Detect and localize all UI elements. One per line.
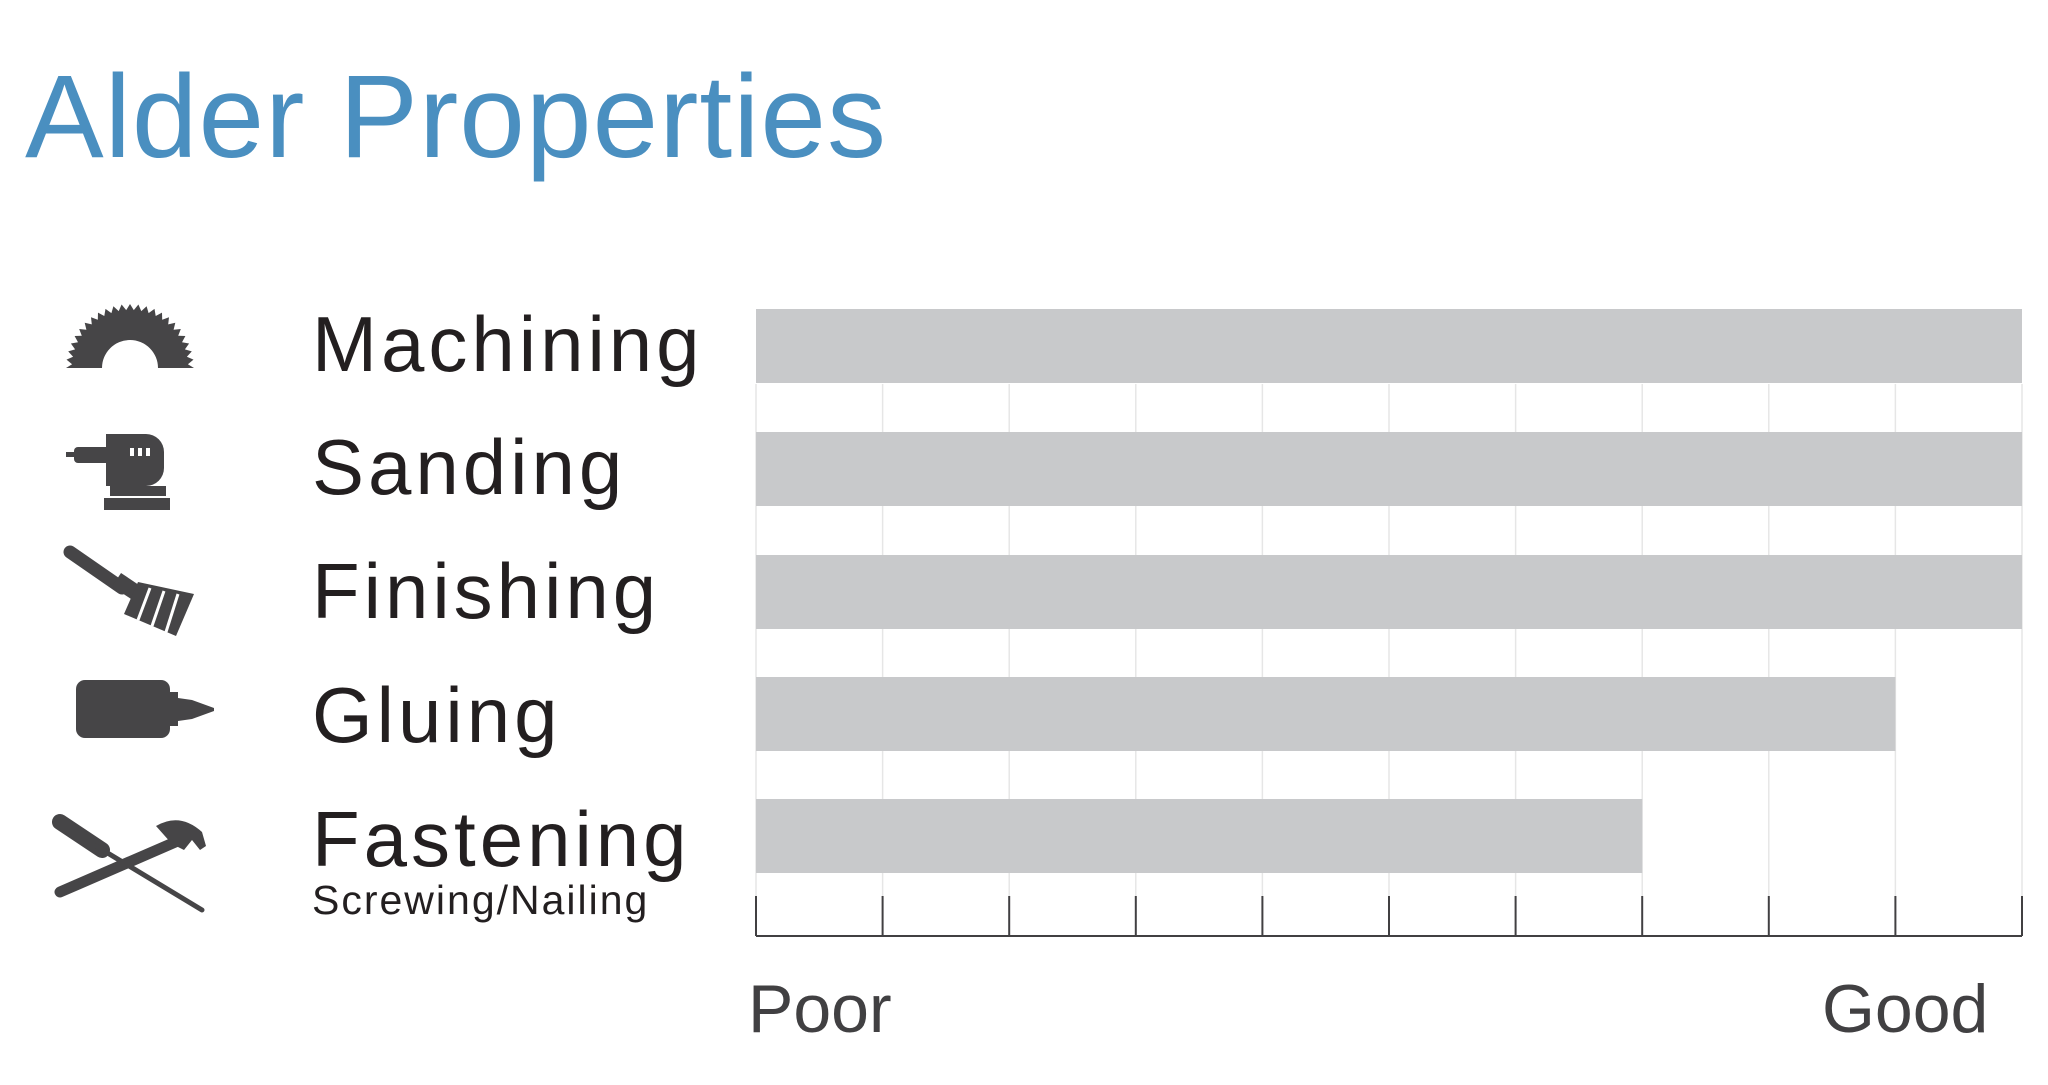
glue-bottle-icon	[76, 680, 214, 738]
saw-blade-icon	[66, 304, 194, 368]
category-label-machining: Machining	[312, 300, 704, 388]
x-scale-label-good: Good	[1822, 971, 1989, 1047]
page-title: Alder Properties	[25, 51, 888, 183]
category-label-gluing: Gluing	[312, 671, 562, 759]
category-sublabel-fastening: Screwing/Nailing	[312, 877, 650, 923]
screwdriver-hammer-icon	[52, 814, 206, 913]
bar-fastening	[756, 799, 1643, 873]
bar-machining	[756, 309, 2022, 383]
category-label-finishing: Finishing	[312, 547, 661, 635]
category-label-fastening: Fastening	[312, 795, 691, 883]
bar-sanding	[756, 432, 2022, 506]
bar-finishing	[756, 555, 2022, 629]
paint-brush-icon	[63, 545, 194, 636]
bar-gluing	[756, 677, 1896, 751]
x-scale-label-poor: Poor	[748, 971, 892, 1047]
orbital-sander-icon	[66, 434, 170, 510]
category-label-sanding: Sanding	[312, 423, 627, 511]
